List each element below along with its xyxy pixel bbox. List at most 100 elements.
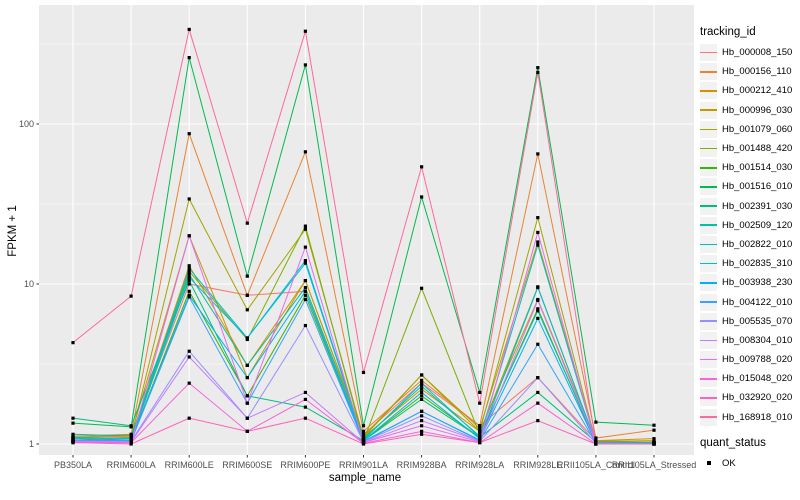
legend-key-line-icon <box>700 166 717 169</box>
data-point-marker <box>652 428 656 432</box>
data-point-marker <box>420 432 424 436</box>
data-point-marker <box>303 285 307 290</box>
data-point-marker <box>303 323 307 328</box>
legend-item: Hb_009788_020 <box>700 350 800 369</box>
data-point-marker <box>71 441 75 445</box>
legend-key <box>700 274 717 292</box>
legend-item: Hb_000212_410 <box>700 81 800 100</box>
data-point-marker <box>303 224 307 228</box>
legend-item: Hb_001514_030 <box>700 158 800 177</box>
legend-item: Hb_002509_120 <box>700 216 800 235</box>
legend-item-label: Hb_002391_030 <box>722 200 793 212</box>
legend-key <box>700 101 717 119</box>
legend-key-line-icon <box>700 377 717 380</box>
legend-item: Hb_003938_230 <box>700 273 800 292</box>
legend-item-label: Hb_168918_010 <box>722 411 793 423</box>
y-tick-label: 100 <box>18 119 34 129</box>
data-point-marker <box>536 66 540 70</box>
data-point-marker <box>478 424 482 428</box>
data-point-marker <box>536 216 540 220</box>
legend-key <box>700 455 717 472</box>
legend-key-line-icon <box>700 147 717 150</box>
data-point-marker <box>536 342 540 346</box>
data-point-marker <box>420 384 424 388</box>
legend-key <box>700 44 717 62</box>
data-point-marker <box>536 152 540 156</box>
legend-item-label: Hb_002835_310 <box>722 258 793 270</box>
legend-key-line-icon <box>700 301 717 303</box>
legend-key-line-icon <box>700 282 717 284</box>
data-point-marker <box>187 349 191 353</box>
legend-item-label: Hb_000996_030 <box>722 104 793 116</box>
legend-key-line-icon <box>700 416 717 418</box>
legend-item-label: Hb_000008_150 <box>722 47 793 59</box>
data-point-marker <box>478 429 482 433</box>
data-point-marker <box>187 272 191 276</box>
data-point-marker <box>536 298 540 302</box>
x-axis-title: sample_name <box>328 472 402 484</box>
data-point-marker <box>303 390 307 395</box>
data-point-marker <box>361 442 366 446</box>
data-point-marker <box>478 441 482 445</box>
legend-item: Hb_001079_060 <box>700 120 800 139</box>
data-point-marker <box>303 150 307 154</box>
data-point-marker <box>420 394 424 398</box>
legend-item-label: Hb_003938_230 <box>722 277 793 289</box>
legend-key-line-icon <box>700 397 717 399</box>
data-point-marker <box>420 387 424 391</box>
legend-item-label: Hb_005535_070 <box>722 315 793 327</box>
legend-key <box>700 312 717 330</box>
data-point-marker <box>187 279 191 283</box>
legend-key-line-icon <box>700 243 717 246</box>
data-point-marker <box>245 376 249 380</box>
legend-item-label: Hb_001079_060 <box>722 123 793 135</box>
data-point-marker <box>420 409 424 413</box>
legend-item-label: Hb_009788_020 <box>722 354 793 366</box>
data-point-marker <box>536 285 540 290</box>
data-point-marker <box>187 275 191 279</box>
x-tick-label: RRIM928LE <box>513 460 563 470</box>
data-point-marker <box>420 286 424 290</box>
legend-key <box>700 293 717 311</box>
data-point-marker <box>536 390 540 395</box>
legend-key <box>700 351 717 369</box>
legend-key <box>700 197 717 215</box>
data-point-marker <box>303 416 307 420</box>
y-tick-label: 1 <box>28 439 34 449</box>
data-point-marker <box>245 416 249 420</box>
legend-item: Hb_168918_010 <box>700 408 800 427</box>
legend-item-label: Hb_000156_110 <box>722 66 792 78</box>
legend-item: Hb_015048_020 <box>700 369 800 388</box>
legend-key-line-icon <box>700 90 717 92</box>
x-tick-label: PB350LA <box>53 460 93 470</box>
x-tick-label: RRIM600SE <box>222 460 273 470</box>
data-point-marker <box>245 429 249 433</box>
data-point-marker <box>420 195 424 199</box>
data-point-marker <box>303 63 307 67</box>
legend-item-label: Hb_001516_010 <box>722 181 793 193</box>
data-point-marker <box>303 297 307 302</box>
legend-item-label: Hb_001514_030 <box>722 162 793 174</box>
data-point-marker <box>420 378 424 382</box>
data-point-marker <box>536 307 540 311</box>
data-point-marker <box>420 390 424 395</box>
legend-key <box>700 370 717 388</box>
data-point-marker <box>361 429 366 433</box>
legend-key <box>700 140 717 158</box>
data-point-marker <box>245 363 249 367</box>
data-point-marker <box>187 197 191 201</box>
data-point-marker <box>71 432 75 436</box>
data-point-marker <box>129 434 133 438</box>
data-point-marker <box>594 420 598 424</box>
legend-item-label: Hb_002509_120 <box>722 219 793 231</box>
quant-status-item: OK <box>700 454 800 473</box>
legend-key <box>700 120 717 138</box>
legend-item: Hb_000996_030 <box>700 101 800 120</box>
data-point-marker <box>536 376 540 380</box>
data-point-marker <box>303 29 307 33</box>
legend-key-line-icon <box>700 339 717 342</box>
data-point-marker <box>420 424 424 428</box>
data-point-marker <box>478 401 482 405</box>
legend-item-label: Hb_004122_010 <box>722 296 793 308</box>
data-point-marker <box>536 316 540 320</box>
